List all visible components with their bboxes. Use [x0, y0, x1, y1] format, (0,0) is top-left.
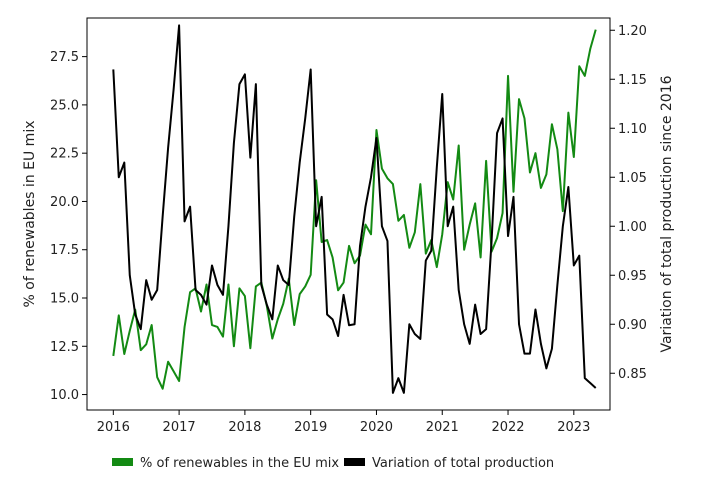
- x-tick-label: 2017: [163, 420, 196, 435]
- y-axis-left-label: % of renewables in EU mix: [22, 121, 38, 308]
- y-axis-right-label: Variation of total production since 2016: [659, 75, 675, 352]
- y-right-tick-label: 1.00: [618, 220, 647, 235]
- y-axis-left: 10.0 12.5 15.0 17.5 20.0 22.5 25.0 27.5: [50, 50, 87, 403]
- series-points-1: [113, 25, 595, 393]
- y-right-tick-label: 0.95: [618, 269, 647, 284]
- legend-swatch-0: [112, 458, 133, 466]
- x-tick-label: 2022: [491, 420, 524, 435]
- legend-label-0: % of renewables in the EU mix: [140, 456, 339, 471]
- y-right-tick-label: 1.15: [618, 73, 647, 88]
- y-left-tick-label: 10.0: [50, 388, 79, 403]
- legend-swatch-1: [344, 458, 365, 466]
- x-tick-label: 2018: [228, 420, 261, 435]
- y-left-tick-label: 25.0: [50, 98, 79, 113]
- x-axis: 2016 2017 2018 2019 2020 2021 2022 2023: [97, 410, 590, 435]
- y-right-tick-label: 1.10: [618, 122, 647, 137]
- y-right-tick-label: 1.05: [618, 171, 647, 186]
- y-left-tick-label: 15.0: [50, 292, 79, 307]
- y-right-tick-label: 1.20: [618, 24, 647, 39]
- y-left-tick-label: 27.5: [50, 50, 79, 65]
- series-line-total-production: [112, 24, 597, 394]
- y-axis-right: 0.85 0.90 0.95 1.00 1.05 1.10 1.15 1.20: [610, 24, 647, 382]
- y-left-tick-label: 17.5: [50, 243, 79, 258]
- series-line-renewables: [112, 29, 597, 390]
- x-tick-label: 2016: [97, 420, 130, 435]
- y-left-tick-label: 20.0: [50, 195, 79, 210]
- x-tick-label: 2021: [426, 420, 459, 435]
- series-layer: [112, 24, 597, 394]
- y-right-tick-label: 0.90: [618, 318, 647, 333]
- plot-frame: [86, 17, 611, 411]
- legend: % of renewables in the EU mix Variation o…: [112, 456, 554, 471]
- x-tick-label: 2019: [294, 420, 327, 435]
- series-points-0: [113, 30, 595, 389]
- y-left-tick-label: 22.5: [50, 147, 79, 162]
- y-right-tick-label: 0.85: [618, 367, 647, 382]
- legend-label-1: Variation of total production: [372, 456, 554, 471]
- y-left-tick-label: 12.5: [50, 340, 79, 355]
- x-tick-label: 2020: [360, 420, 393, 435]
- x-tick-label: 2023: [557, 420, 590, 435]
